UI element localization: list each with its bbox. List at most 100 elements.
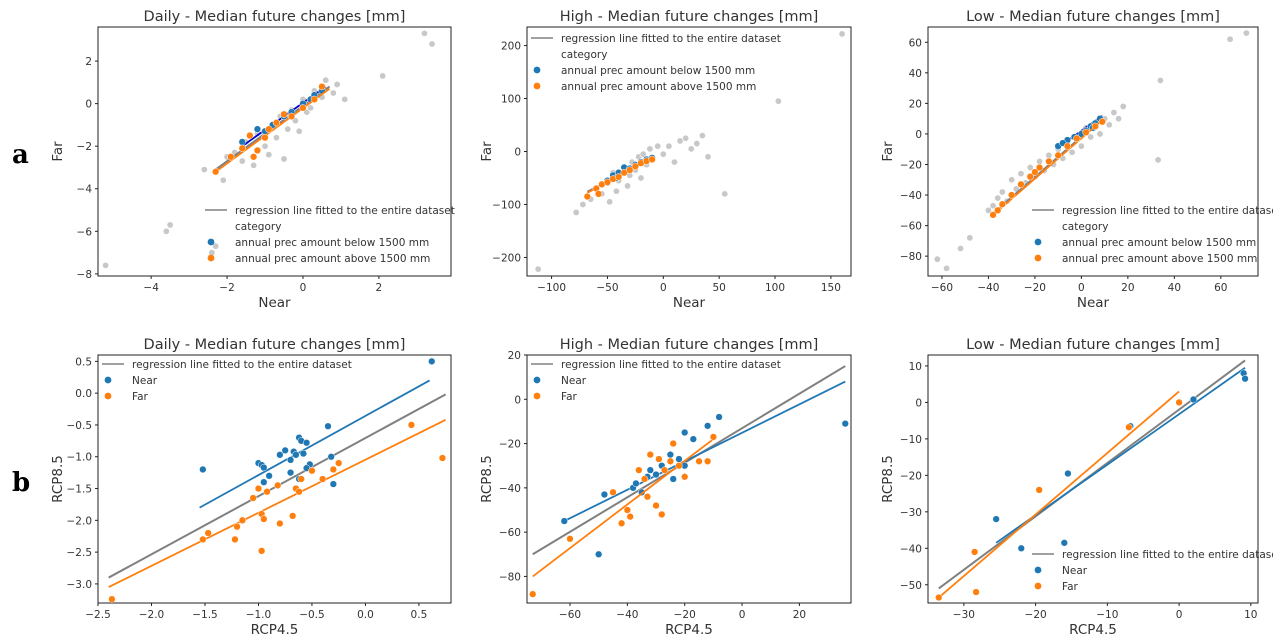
background-point [838, 30, 846, 38]
data-point-annual-prec-amount-above-1500-mm [1063, 142, 1072, 150]
data-point-annual-prec-amount-above-1500-mm [1091, 122, 1099, 130]
data-point-far [274, 481, 282, 490]
background-point [1110, 109, 1118, 117]
data-point-far [703, 457, 712, 465]
background-point [682, 134, 690, 142]
x-tick-label: −40 [616, 609, 638, 621]
x-tick-label: −20 [1024, 282, 1046, 294]
legend-marker [1034, 254, 1042, 262]
background-point [200, 166, 208, 174]
data-point-near [260, 478, 268, 486]
x-tick-label: −30 [953, 609, 975, 621]
background-point [1077, 142, 1085, 150]
x-tick-label: −1.0 [246, 609, 272, 621]
background-point [966, 234, 974, 242]
chart-title: Daily - Median future changes [mm] [144, 9, 406, 25]
data-point-near [327, 453, 335, 461]
x-tick-label: −20 [674, 609, 696, 621]
y-tick-label: 60 [909, 37, 922, 49]
chart-title: High - Median future changes [mm] [560, 9, 819, 25]
data-point-annual-prec-amount-above-1500-mm [614, 173, 623, 181]
x-axis-label: Near [258, 295, 291, 311]
background-point [280, 155, 288, 163]
x-tick-label: −40 [977, 282, 999, 294]
data-point-near [600, 490, 609, 499]
y-tick-label: −1.0 [67, 452, 93, 464]
data-point-annual-prec-amount-above-1500-mm [265, 125, 273, 133]
background-point [379, 72, 387, 80]
data-point-annual-prec-amount-above-1500-mm [1082, 128, 1090, 137]
data-point-far [108, 595, 116, 603]
data-point-far [972, 588, 980, 596]
data-point-far [709, 433, 718, 441]
data-point-annual-prec-amount-above-1500-mm [212, 168, 220, 176]
background-point [341, 95, 349, 103]
legend: regression line fitted to the entire dat… [205, 205, 455, 265]
data-point-far [260, 515, 268, 523]
x-axis-label: RCP4.5 [251, 622, 299, 637]
y-tick-label: −2 [77, 141, 92, 153]
background-point [639, 150, 647, 158]
fit-line-near [199, 379, 431, 509]
x-tick-label: −2.5 [85, 609, 111, 621]
y-tick-label: 10 [909, 361, 922, 373]
background-point [676, 137, 684, 145]
background-point [329, 89, 337, 97]
x-tick-label: −50 [596, 282, 618, 294]
background-point [307, 104, 315, 112]
x-tick-label: 0 [300, 282, 307, 294]
data-point-near [286, 468, 295, 477]
legend-marker [533, 376, 541, 384]
background-point [998, 188, 1006, 196]
background-point [1045, 151, 1053, 159]
data-point-far [238, 516, 247, 524]
chart-title: Daily - Median future changes [mm] [144, 337, 406, 353]
legend: regression line fitted to the entire dat… [102, 359, 352, 403]
y-tick-label: 100 [501, 94, 521, 106]
x-tick-label: −2.0 [139, 609, 165, 621]
background-point [693, 140, 701, 148]
fit-line-far [108, 419, 447, 588]
data-point-far [675, 462, 683, 470]
legend-label: annual prec amount above 1500 mm [1062, 253, 1257, 265]
background-point [1026, 164, 1034, 172]
data-point-annual-prec-amount-above-1500-mm [246, 131, 254, 140]
data-point-far [318, 475, 327, 483]
data-point-far [566, 535, 574, 543]
background-point [704, 153, 712, 161]
background-point [670, 158, 678, 166]
y-tick-label: −3.0 [67, 579, 93, 591]
y-tick-label: 40 [909, 68, 922, 80]
background-point [272, 134, 280, 142]
data-point-far [529, 590, 537, 598]
data-point-far [1035, 486, 1043, 494]
data-point-near [428, 357, 436, 366]
background-point [102, 261, 110, 269]
fit-line-annual-prec-amount-above-1500-mm [215, 87, 331, 173]
background-point [1087, 133, 1095, 141]
x-tick-label: −4 [143, 282, 159, 294]
data-point-near [324, 422, 332, 430]
data-point-annual-prec-amount-above-1500-mm [1031, 168, 1039, 176]
legend-category-heading: category [235, 221, 281, 233]
chart-panel-2: High - Median future changes [mm] Near Far… [479, 9, 852, 311]
data-point-near [632, 479, 640, 488]
y-tick-label: 200 [501, 41, 521, 53]
x-tick-label: 20 [1121, 282, 1134, 294]
data-point-annual-prec-amount-above-1500-mm [261, 134, 269, 142]
background-point [654, 142, 662, 150]
x-axis-label: RCP4.5 [1069, 622, 1117, 637]
data-point-annual-prec-amount-below-1500-mm [238, 138, 246, 146]
y-axis-label: RCP8.5 [880, 455, 896, 503]
data-point-near [286, 456, 295, 464]
data-point-annual-prec-amount-above-1500-mm [287, 112, 296, 121]
legend-label: Near [132, 375, 158, 387]
legend-label: Far [132, 391, 149, 403]
data-point-far [640, 475, 649, 483]
legend-label: regression line fitted to the entire dat… [235, 205, 455, 217]
y-tick-label: −40 [499, 483, 521, 495]
data-point-far [669, 439, 677, 448]
background-point [665, 142, 673, 150]
legend-marker [207, 254, 215, 262]
y-tick-label: −20 [900, 470, 922, 482]
